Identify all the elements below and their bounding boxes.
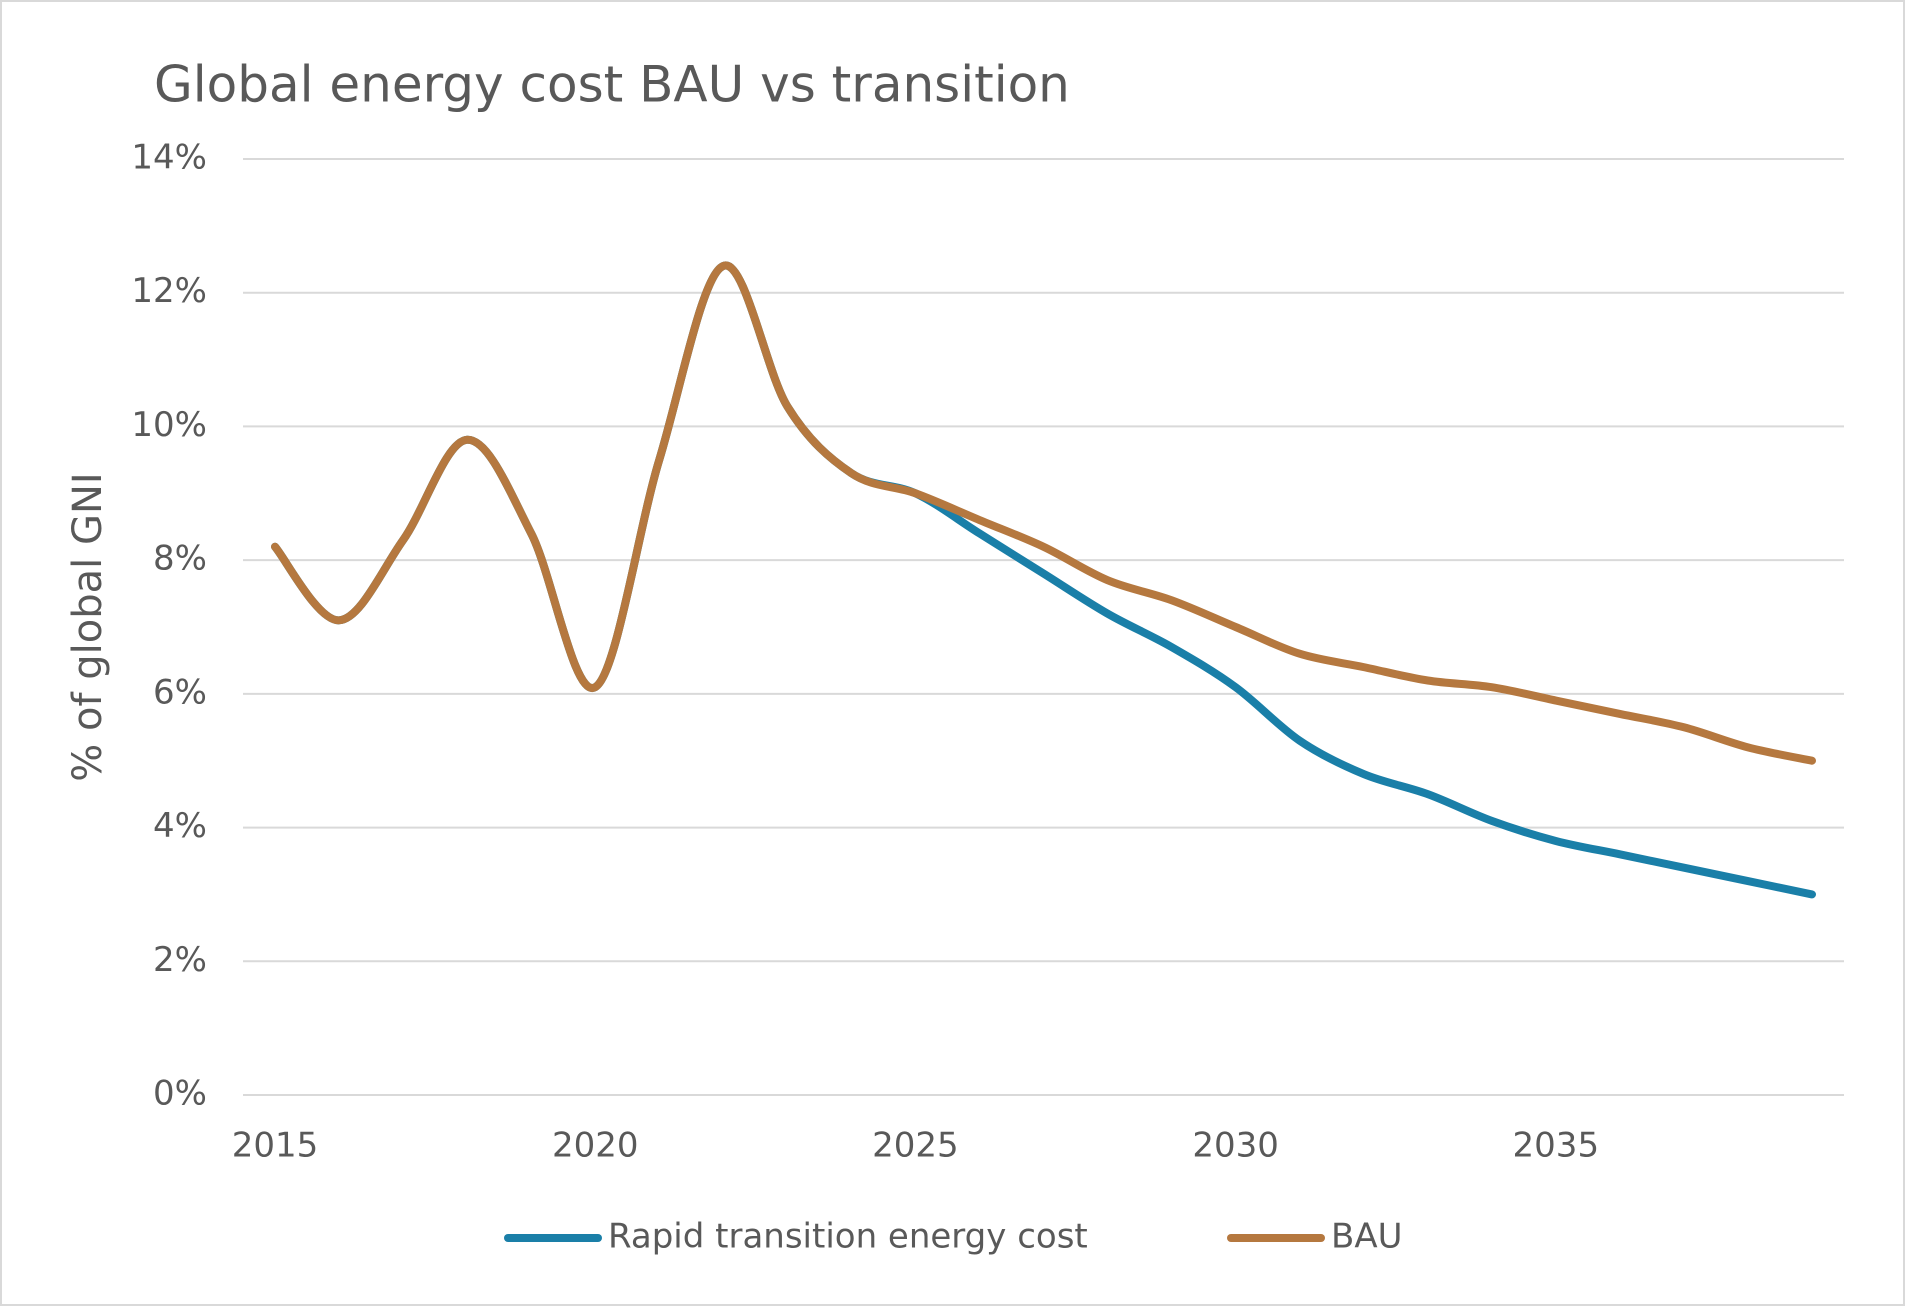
y-tick-label: 2% [153, 940, 207, 980]
y-tick-label: 12% [131, 271, 207, 311]
legend-label: Rapid transition energy cost [608, 1217, 1088, 1257]
y-tick-label: 14% [131, 138, 207, 178]
x-tick-label: 2015 [232, 1126, 319, 1166]
legend-label: BAU [1331, 1217, 1402, 1257]
x-tick-label: 2025 [872, 1126, 959, 1166]
y-axis-label: % of global GNI [65, 472, 111, 781]
series-line [271, 261, 1816, 765]
x-tick-label: 2020 [552, 1126, 639, 1166]
x-tick-label: 2035 [1513, 1126, 1600, 1166]
y-tick-label: 8% [153, 539, 207, 579]
x-tick-label: 2030 [1192, 1126, 1279, 1166]
y-tick-label: 10% [131, 405, 207, 445]
chart-title: Global energy cost BAU vs transition [154, 56, 1070, 114]
y-tick-label: 0% [153, 1074, 207, 1114]
y-tick-label: 6% [153, 672, 207, 712]
y-tick-label: 4% [153, 806, 207, 846]
